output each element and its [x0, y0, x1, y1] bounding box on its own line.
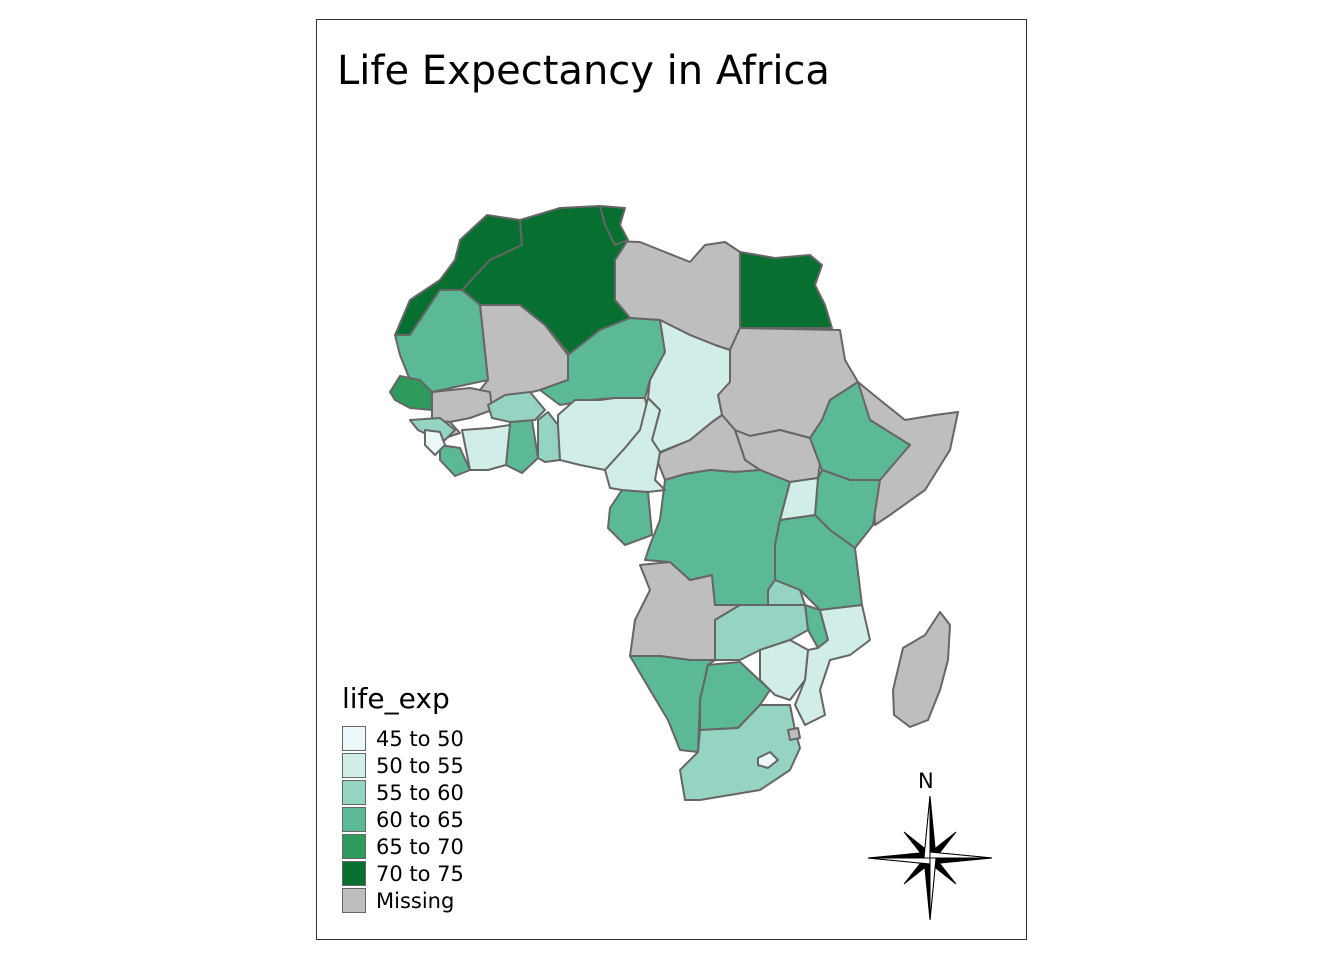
region-ethiopia	[809, 381, 911, 481]
legend-label: Missing	[376, 888, 455, 913]
region-uganda-rwanda	[767, 579, 806, 606]
region-senegal	[389, 375, 433, 411]
legend-item: 55 to 60	[342, 779, 464, 806]
legend-label: 45 to 50	[376, 726, 464, 751]
region-mauritania	[394, 289, 489, 393]
compass-rose-icon	[867, 795, 993, 921]
region-guinea-2	[424, 429, 446, 456]
legend-item: 65 to 70	[342, 833, 464, 860]
legend-item: 45 to 50	[342, 725, 464, 752]
region-ivory-coast	[461, 424, 511, 471]
region-guinea-b	[487, 391, 546, 423]
legend-swatch	[342, 780, 366, 805]
legend-label: 55 to 60	[376, 780, 464, 805]
region-gabon	[607, 489, 653, 546]
legend-title: life_exp	[342, 682, 450, 715]
north-label: N	[918, 769, 934, 793]
legend-item: 60 to 65	[342, 806, 464, 833]
region-liberia	[439, 444, 471, 477]
legend-swatch	[342, 807, 366, 832]
legend-swatch	[342, 753, 366, 778]
region-mozambique	[794, 604, 871, 726]
map-frame	[316, 19, 1027, 940]
legend-swatch	[342, 834, 366, 859]
legend-swatch	[342, 861, 366, 886]
legend-label: 65 to 70	[376, 834, 464, 859]
region-sierra	[409, 417, 456, 441]
region-eswatini	[787, 727, 801, 741]
region-chad	[647, 319, 731, 453]
legend-label: 50 to 55	[376, 753, 464, 778]
region-tunisia	[599, 205, 629, 246]
region-egypt	[739, 251, 833, 329]
legend-swatch	[342, 726, 366, 751]
region-madagascar	[892, 611, 951, 728]
legend-swatch	[342, 888, 366, 913]
legend-label: 60 to 65	[376, 807, 464, 832]
legend-item: 50 to 55	[342, 752, 464, 779]
region-cameroon	[604, 397, 666, 493]
legend-item: 70 to 75	[342, 860, 464, 887]
legend-item: Missing	[342, 887, 464, 914]
region-zambia	[714, 589, 809, 661]
region-uganda	[779, 477, 819, 521]
region-ghana	[505, 419, 539, 474]
region-lesotho	[757, 751, 779, 769]
region-south-africa	[679, 704, 801, 801]
region-burkina	[431, 387, 493, 423]
map-title: Life Expectancy in Africa	[337, 48, 830, 94]
region-zimbabwe	[759, 639, 809, 701]
region-benin-togo	[537, 411, 561, 463]
legend: life_exp 45 to 50 50 to 55 55 to 60 60 t…	[342, 682, 464, 914]
legend-label: 70 to 75	[376, 861, 464, 886]
